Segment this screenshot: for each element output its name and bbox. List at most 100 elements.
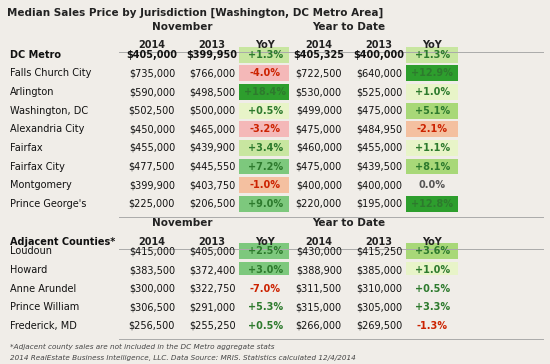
Text: Fairfax: Fairfax — [9, 143, 42, 153]
Text: $195,000: $195,000 — [356, 199, 402, 209]
Text: $498,500: $498,500 — [189, 87, 235, 97]
Text: 0.0%: 0.0% — [419, 180, 446, 190]
Text: $405,325: $405,325 — [293, 50, 344, 60]
Text: $405,000: $405,000 — [126, 50, 177, 60]
Text: $499,000: $499,000 — [296, 106, 342, 116]
Text: 2013: 2013 — [365, 237, 393, 247]
Text: $735,000: $735,000 — [129, 68, 175, 78]
Text: $590,000: $590,000 — [129, 87, 175, 97]
FancyBboxPatch shape — [406, 84, 458, 100]
Text: Loudoun: Loudoun — [9, 246, 52, 256]
Text: $415,250: $415,250 — [356, 246, 402, 256]
Text: YoY: YoY — [422, 40, 442, 50]
FancyBboxPatch shape — [406, 103, 458, 119]
FancyBboxPatch shape — [239, 262, 289, 278]
Text: 2013: 2013 — [199, 40, 225, 50]
Text: Year to Date: Year to Date — [312, 21, 386, 32]
Text: $415,000: $415,000 — [129, 246, 175, 256]
Text: +0.5%: +0.5% — [248, 321, 283, 331]
FancyBboxPatch shape — [406, 262, 458, 278]
Text: $322,750: $322,750 — [189, 284, 235, 294]
Text: +2.5%: +2.5% — [248, 246, 283, 256]
Text: +3.6%: +3.6% — [415, 246, 450, 256]
Text: +5.1%: +5.1% — [415, 106, 450, 116]
Text: Anne Arundel: Anne Arundel — [9, 284, 76, 294]
Text: +8.1%: +8.1% — [415, 162, 450, 171]
Text: 2014: 2014 — [305, 40, 332, 50]
Text: Alexandria City: Alexandria City — [9, 124, 84, 134]
Text: $477,500: $477,500 — [129, 162, 175, 171]
Text: $206,500: $206,500 — [189, 199, 235, 209]
Text: $475,000: $475,000 — [296, 124, 342, 134]
Text: Fairfax City: Fairfax City — [9, 162, 64, 171]
Text: Median Sales Price by Jurisdiction [Washington, DC Metro Area]: Median Sales Price by Jurisdiction [Wash… — [7, 7, 383, 18]
Text: -4.0%: -4.0% — [250, 68, 281, 78]
Text: $291,000: $291,000 — [189, 302, 235, 312]
Text: $372,400: $372,400 — [189, 265, 235, 275]
Text: $255,250: $255,250 — [189, 321, 235, 331]
Text: +3.3%: +3.3% — [415, 302, 450, 312]
Text: Montgomery: Montgomery — [9, 180, 72, 190]
Text: $225,000: $225,000 — [129, 199, 175, 209]
Text: $455,000: $455,000 — [129, 143, 175, 153]
Text: $220,000: $220,000 — [296, 199, 342, 209]
Text: $400,000: $400,000 — [296, 180, 342, 190]
FancyBboxPatch shape — [406, 177, 458, 193]
Text: DC Metro: DC Metro — [9, 50, 60, 60]
Text: $455,000: $455,000 — [356, 143, 402, 153]
Text: $269,500: $269,500 — [356, 321, 402, 331]
Text: $525,000: $525,000 — [356, 87, 402, 97]
Text: $430,000: $430,000 — [296, 246, 342, 256]
Text: +1.3%: +1.3% — [415, 50, 450, 60]
Text: +5.3%: +5.3% — [248, 302, 283, 312]
FancyBboxPatch shape — [239, 84, 289, 100]
Text: $640,000: $640,000 — [356, 68, 402, 78]
Text: $305,000: $305,000 — [356, 302, 402, 312]
Text: Washington, DC: Washington, DC — [9, 106, 87, 116]
Text: $306,500: $306,500 — [129, 302, 175, 312]
FancyBboxPatch shape — [239, 103, 289, 119]
Text: 2013: 2013 — [365, 40, 393, 50]
Text: YoY: YoY — [256, 40, 276, 50]
Text: +18.4%: +18.4% — [244, 87, 287, 97]
Text: $405,000: $405,000 — [189, 246, 235, 256]
Text: -1.3%: -1.3% — [417, 321, 448, 331]
FancyBboxPatch shape — [239, 244, 289, 259]
FancyBboxPatch shape — [406, 159, 458, 174]
Text: $450,000: $450,000 — [129, 124, 175, 134]
Text: YoY: YoY — [256, 237, 276, 247]
Text: $310,000: $310,000 — [356, 284, 402, 294]
Text: $388,900: $388,900 — [296, 265, 342, 275]
Text: +9.0%: +9.0% — [248, 199, 283, 209]
Text: +1.0%: +1.0% — [415, 87, 450, 97]
Text: *Adjacent county sales are not included in the DC Metro aggregate stats: *Adjacent county sales are not included … — [9, 344, 274, 350]
Text: $484,950: $484,950 — [356, 124, 402, 134]
FancyBboxPatch shape — [239, 47, 289, 63]
Text: $475,000: $475,000 — [356, 106, 402, 116]
Text: $722,500: $722,500 — [295, 68, 342, 78]
Text: Year to Date: Year to Date — [312, 218, 386, 228]
Text: -7.0%: -7.0% — [250, 284, 281, 294]
Text: 2014: 2014 — [305, 237, 332, 247]
FancyBboxPatch shape — [406, 244, 458, 259]
FancyBboxPatch shape — [239, 196, 289, 211]
Text: -3.2%: -3.2% — [250, 124, 281, 134]
FancyBboxPatch shape — [406, 196, 458, 211]
Text: November: November — [152, 21, 212, 32]
FancyBboxPatch shape — [239, 66, 289, 81]
Text: $315,000: $315,000 — [296, 302, 342, 312]
Text: $445,550: $445,550 — [189, 162, 235, 171]
Text: $399,900: $399,900 — [129, 180, 175, 190]
Text: 2013: 2013 — [199, 237, 225, 247]
Text: $439,500: $439,500 — [356, 162, 402, 171]
Text: $500,000: $500,000 — [189, 106, 235, 116]
FancyBboxPatch shape — [239, 177, 289, 193]
Text: $400,000: $400,000 — [356, 180, 402, 190]
Text: $475,000: $475,000 — [296, 162, 342, 171]
Text: +1.0%: +1.0% — [415, 265, 450, 275]
FancyBboxPatch shape — [406, 121, 458, 137]
Text: $439,900: $439,900 — [189, 143, 235, 153]
Text: $465,000: $465,000 — [189, 124, 235, 134]
Text: $502,500: $502,500 — [129, 106, 175, 116]
Text: Adjacent Counties*: Adjacent Counties* — [9, 237, 115, 247]
